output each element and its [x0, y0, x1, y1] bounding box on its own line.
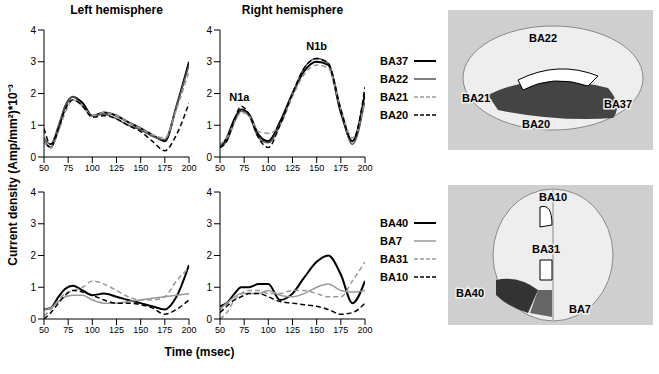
svg-text:200: 200 — [181, 325, 196, 335]
html-text:BA7: BA7 — [380, 235, 402, 247]
svg-text:100: 100 — [261, 325, 276, 335]
svg-text:125: 125 — [109, 163, 124, 173]
svg-text:50: 50 — [215, 163, 225, 173]
svg-text:0: 0 — [30, 314, 36, 325]
svg-text:1: 1 — [206, 120, 212, 131]
html-text:BA21: BA21 — [380, 91, 409, 103]
svg-text:1: 1 — [30, 120, 36, 131]
html-text:BA10: BA10 — [380, 271, 409, 283]
svg-text:4: 4 — [206, 25, 212, 36]
svg-text:2: 2 — [30, 88, 36, 99]
html-text:Current density (Amp/mm²)*10⁻³: Current density (Amp/mm²)*10⁻³ — [5, 84, 20, 266]
svg-text:4: 4 — [30, 187, 36, 198]
svg-text:50: 50 — [215, 325, 225, 335]
svg-text:100: 100 — [261, 163, 276, 173]
svg-text:BA22: BA22 — [529, 32, 557, 44]
svg-text:100: 100 — [85, 163, 100, 173]
svg-text:3: 3 — [30, 218, 36, 229]
svg-text:2: 2 — [30, 250, 36, 261]
svg-text:125: 125 — [109, 325, 124, 335]
svg-text:100: 100 — [85, 325, 100, 335]
svg-text:175: 175 — [157, 163, 172, 173]
svg-text:N1b: N1b — [306, 40, 327, 52]
svg-text:BA21: BA21 — [462, 92, 490, 104]
svg-text:200: 200 — [357, 163, 372, 173]
html-text:BA20: BA20 — [380, 109, 409, 121]
svg-text:150: 150 — [309, 163, 324, 173]
svg-text:175: 175 — [333, 325, 348, 335]
html-text:BA37: BA37 — [380, 55, 409, 67]
svg-text:BA37: BA37 — [604, 98, 632, 110]
svg-text:150: 150 — [133, 163, 148, 173]
svg-text:175: 175 — [333, 163, 348, 173]
html-text:Right hemisphere: Right hemisphere — [241, 3, 344, 17]
svg-text:0: 0 — [206, 152, 212, 163]
svg-text:200: 200 — [357, 325, 372, 335]
html-text:Left hemisphere: Left hemisphere — [70, 3, 163, 17]
svg-text:75: 75 — [63, 325, 73, 335]
svg-text:125: 125 — [285, 325, 300, 335]
svg-text:BA7: BA7 — [569, 303, 591, 315]
svg-text:2: 2 — [206, 250, 212, 261]
svg-text:75: 75 — [239, 325, 249, 335]
html-text:BA40: BA40 — [380, 217, 409, 229]
svg-text:0: 0 — [206, 314, 212, 325]
svg-text:1: 1 — [206, 282, 212, 293]
svg-text:4: 4 — [206, 187, 212, 198]
svg-text:BA10: BA10 — [539, 191, 567, 203]
svg-text:BA20: BA20 — [522, 118, 550, 130]
svg-text:50: 50 — [39, 325, 49, 335]
svg-text:150: 150 — [309, 325, 324, 335]
svg-text:75: 75 — [239, 163, 249, 173]
svg-text:3: 3 — [30, 56, 36, 67]
svg-text:175: 175 — [157, 325, 172, 335]
svg-text:2: 2 — [206, 88, 212, 99]
svg-text:0: 0 — [30, 152, 36, 163]
svg-text:75: 75 — [63, 163, 73, 173]
svg-text:BA40: BA40 — [456, 287, 484, 299]
svg-text:BA31: BA31 — [532, 243, 560, 255]
html-text:Time (msec): Time (msec) — [164, 345, 235, 359]
svg-text:4: 4 — [30, 25, 36, 36]
svg-text:150: 150 — [133, 325, 148, 335]
svg-text:N1a: N1a — [229, 91, 250, 103]
html-text:BA31: BA31 — [380, 253, 409, 265]
svg-text:200: 200 — [181, 163, 196, 173]
html-text:BA22: BA22 — [380, 73, 409, 85]
svg-text:125: 125 — [285, 163, 300, 173]
svg-text:3: 3 — [206, 56, 212, 67]
svg-text:3: 3 — [206, 218, 212, 229]
svg-text:50: 50 — [39, 163, 49, 173]
svg-text:1: 1 — [30, 282, 36, 293]
